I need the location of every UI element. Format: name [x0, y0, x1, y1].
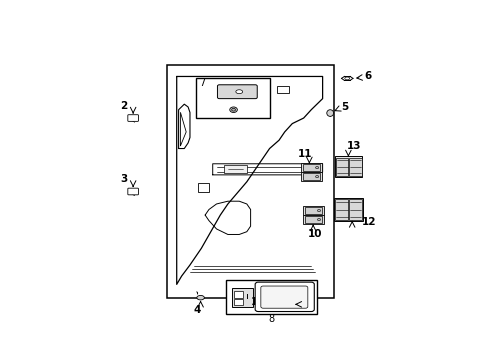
- Text: 4: 4: [193, 305, 201, 315]
- Ellipse shape: [231, 108, 235, 111]
- Ellipse shape: [229, 107, 237, 112]
- Ellipse shape: [286, 302, 293, 306]
- Bar: [224, 165, 246, 174]
- FancyBboxPatch shape: [217, 85, 257, 99]
- Bar: [304, 207, 321, 214]
- Ellipse shape: [317, 219, 320, 221]
- Bar: [335, 158, 347, 176]
- Ellipse shape: [196, 296, 204, 300]
- Bar: [302, 173, 319, 180]
- Bar: [335, 199, 347, 220]
- Bar: [225, 280, 316, 314]
- Ellipse shape: [317, 210, 320, 212]
- Bar: [304, 216, 321, 223]
- Bar: [302, 164, 319, 171]
- Polygon shape: [205, 201, 250, 234]
- Ellipse shape: [235, 90, 242, 94]
- Text: 9: 9: [298, 299, 305, 309]
- Bar: [277, 86, 288, 93]
- Bar: [195, 78, 269, 118]
- Text: 5: 5: [341, 102, 348, 112]
- Bar: [234, 298, 242, 305]
- Polygon shape: [212, 164, 322, 175]
- Text: 1: 1: [250, 297, 257, 307]
- FancyBboxPatch shape: [127, 188, 138, 195]
- Bar: [348, 199, 362, 220]
- Bar: [300, 163, 321, 172]
- Ellipse shape: [326, 110, 333, 116]
- Bar: [231, 288, 252, 307]
- Text: 12: 12: [361, 217, 375, 227]
- Bar: [302, 215, 323, 224]
- FancyBboxPatch shape: [127, 115, 138, 121]
- Text: 3: 3: [120, 174, 127, 184]
- Ellipse shape: [344, 77, 349, 80]
- Bar: [167, 66, 333, 298]
- Text: 2: 2: [120, 100, 127, 111]
- Text: 8: 8: [268, 314, 274, 324]
- Text: 7: 7: [198, 78, 204, 88]
- Bar: [333, 198, 362, 221]
- Bar: [234, 291, 242, 298]
- Bar: [300, 172, 321, 181]
- Bar: [197, 183, 208, 192]
- Ellipse shape: [315, 175, 318, 178]
- Text: 11: 11: [297, 149, 312, 159]
- Text: 6: 6: [364, 72, 371, 81]
- Bar: [302, 206, 323, 215]
- Text: 10: 10: [307, 229, 321, 239]
- Bar: [348, 158, 361, 176]
- FancyBboxPatch shape: [260, 286, 307, 308]
- Text: 13: 13: [346, 141, 361, 151]
- Ellipse shape: [315, 166, 318, 169]
- Bar: [334, 156, 361, 177]
- FancyBboxPatch shape: [255, 282, 314, 311]
